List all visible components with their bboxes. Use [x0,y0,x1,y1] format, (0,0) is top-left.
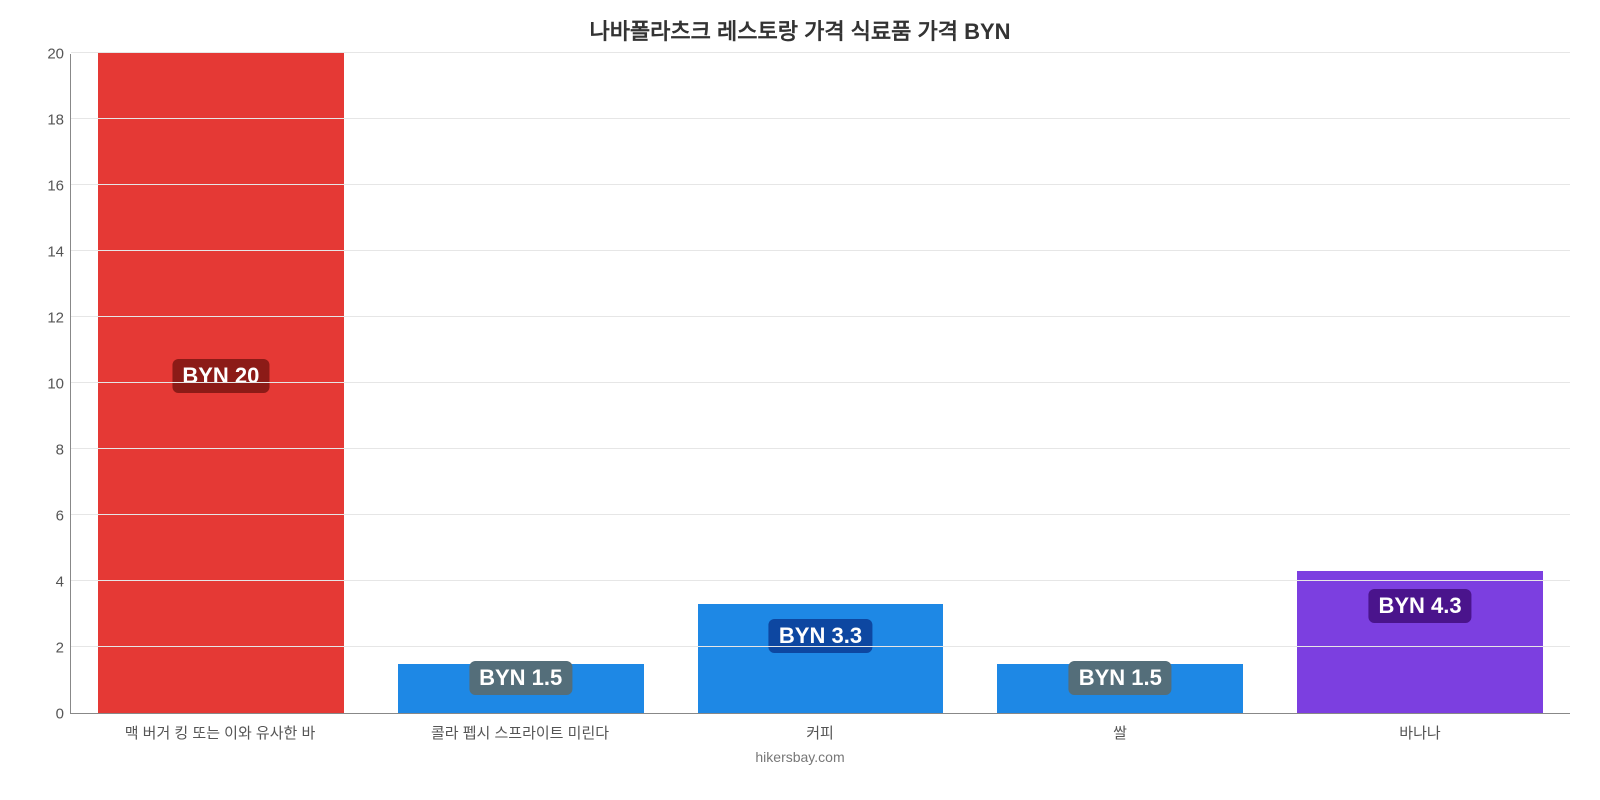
bar: BYN 4.3 [1297,571,1543,713]
y-tick-label: 2 [56,640,64,657]
bar-slot: BYN 4.3 [1270,54,1570,713]
bar-slot: BYN 3.3 [671,54,971,713]
y-tick-label: 16 [47,178,64,195]
plot-row: 02468101214161820 BYN 20BYN 1.5BYN 3.3BY… [30,54,1570,714]
x-tick-label: 쌀 [970,714,1270,743]
gridline [71,118,1570,119]
bar: BYN 1.5 [997,664,1243,714]
chart-footer: hikersbay.com [30,749,1570,765]
y-tick-label: 14 [47,244,64,261]
bar-value-label: BYN 1.5 [1069,661,1172,695]
gridline [71,382,1570,383]
bar-value-label: BYN 4.3 [1369,589,1472,623]
bars-container: BYN 20 BYN 1.5 BYN 3.3 BYN 1.5 BYN 4.3 [71,54,1570,713]
bar-value-label: BYN 20 [172,359,269,393]
x-tick-label: 커피 [670,714,970,743]
x-tick-label: 바나나 [1270,714,1570,743]
x-axis: 맥 버거 킹 또는 이와 유사한 바콜라 펩시 스프라이트 미린다커피쌀바나나 [70,714,1570,743]
y-tick-label: 10 [47,376,64,393]
gridline [71,646,1570,647]
bar: BYN 1.5 [398,664,644,714]
x-tick-label: 콜라 펩시 스프라이트 미린다 [370,714,670,743]
price-chart: 나바폴라츠크 레스토랑 가격 식료품 가격 BYN 0 2 4 6 8 10 12 14 16 1… [0,0,1600,800]
gridline [71,514,1570,515]
gridline [71,250,1570,251]
y-tick-label: 20 [47,46,64,63]
gridline [71,448,1570,449]
y-tick-label: 4 [56,574,64,591]
y-tick-label: 12 [47,310,64,327]
y-tick-label: 0 [56,706,64,723]
bar-value-label: BYN 3.3 [769,619,872,653]
y-tick-label: 6 [56,508,64,525]
gridline [71,316,1570,317]
gridline [71,184,1570,185]
bar: BYN 3.3 [698,604,944,713]
x-tick-label: 맥 버거 킹 또는 이와 유사한 바 [70,714,370,743]
bar-slot: BYN 1.5 [970,54,1270,713]
y-axis: 02468101214161820 [30,54,70,714]
bar-slot: BYN 20 [71,54,371,713]
gridline [71,580,1570,581]
y-tick-label: 8 [56,442,64,459]
y-tick-label: 18 [47,112,64,129]
plot-area: BYN 20 BYN 1.5 BYN 3.3 BYN 1.5 BYN 4.3 [70,54,1570,714]
bar: BYN 20 [98,53,344,713]
gridline [71,52,1570,53]
chart-title: 나바폴라츠크 레스토랑 가격 식료품 가격 BYN [30,14,1570,46]
bar-slot: BYN 1.5 [371,54,671,713]
bar-value-label: BYN 1.5 [469,661,572,695]
